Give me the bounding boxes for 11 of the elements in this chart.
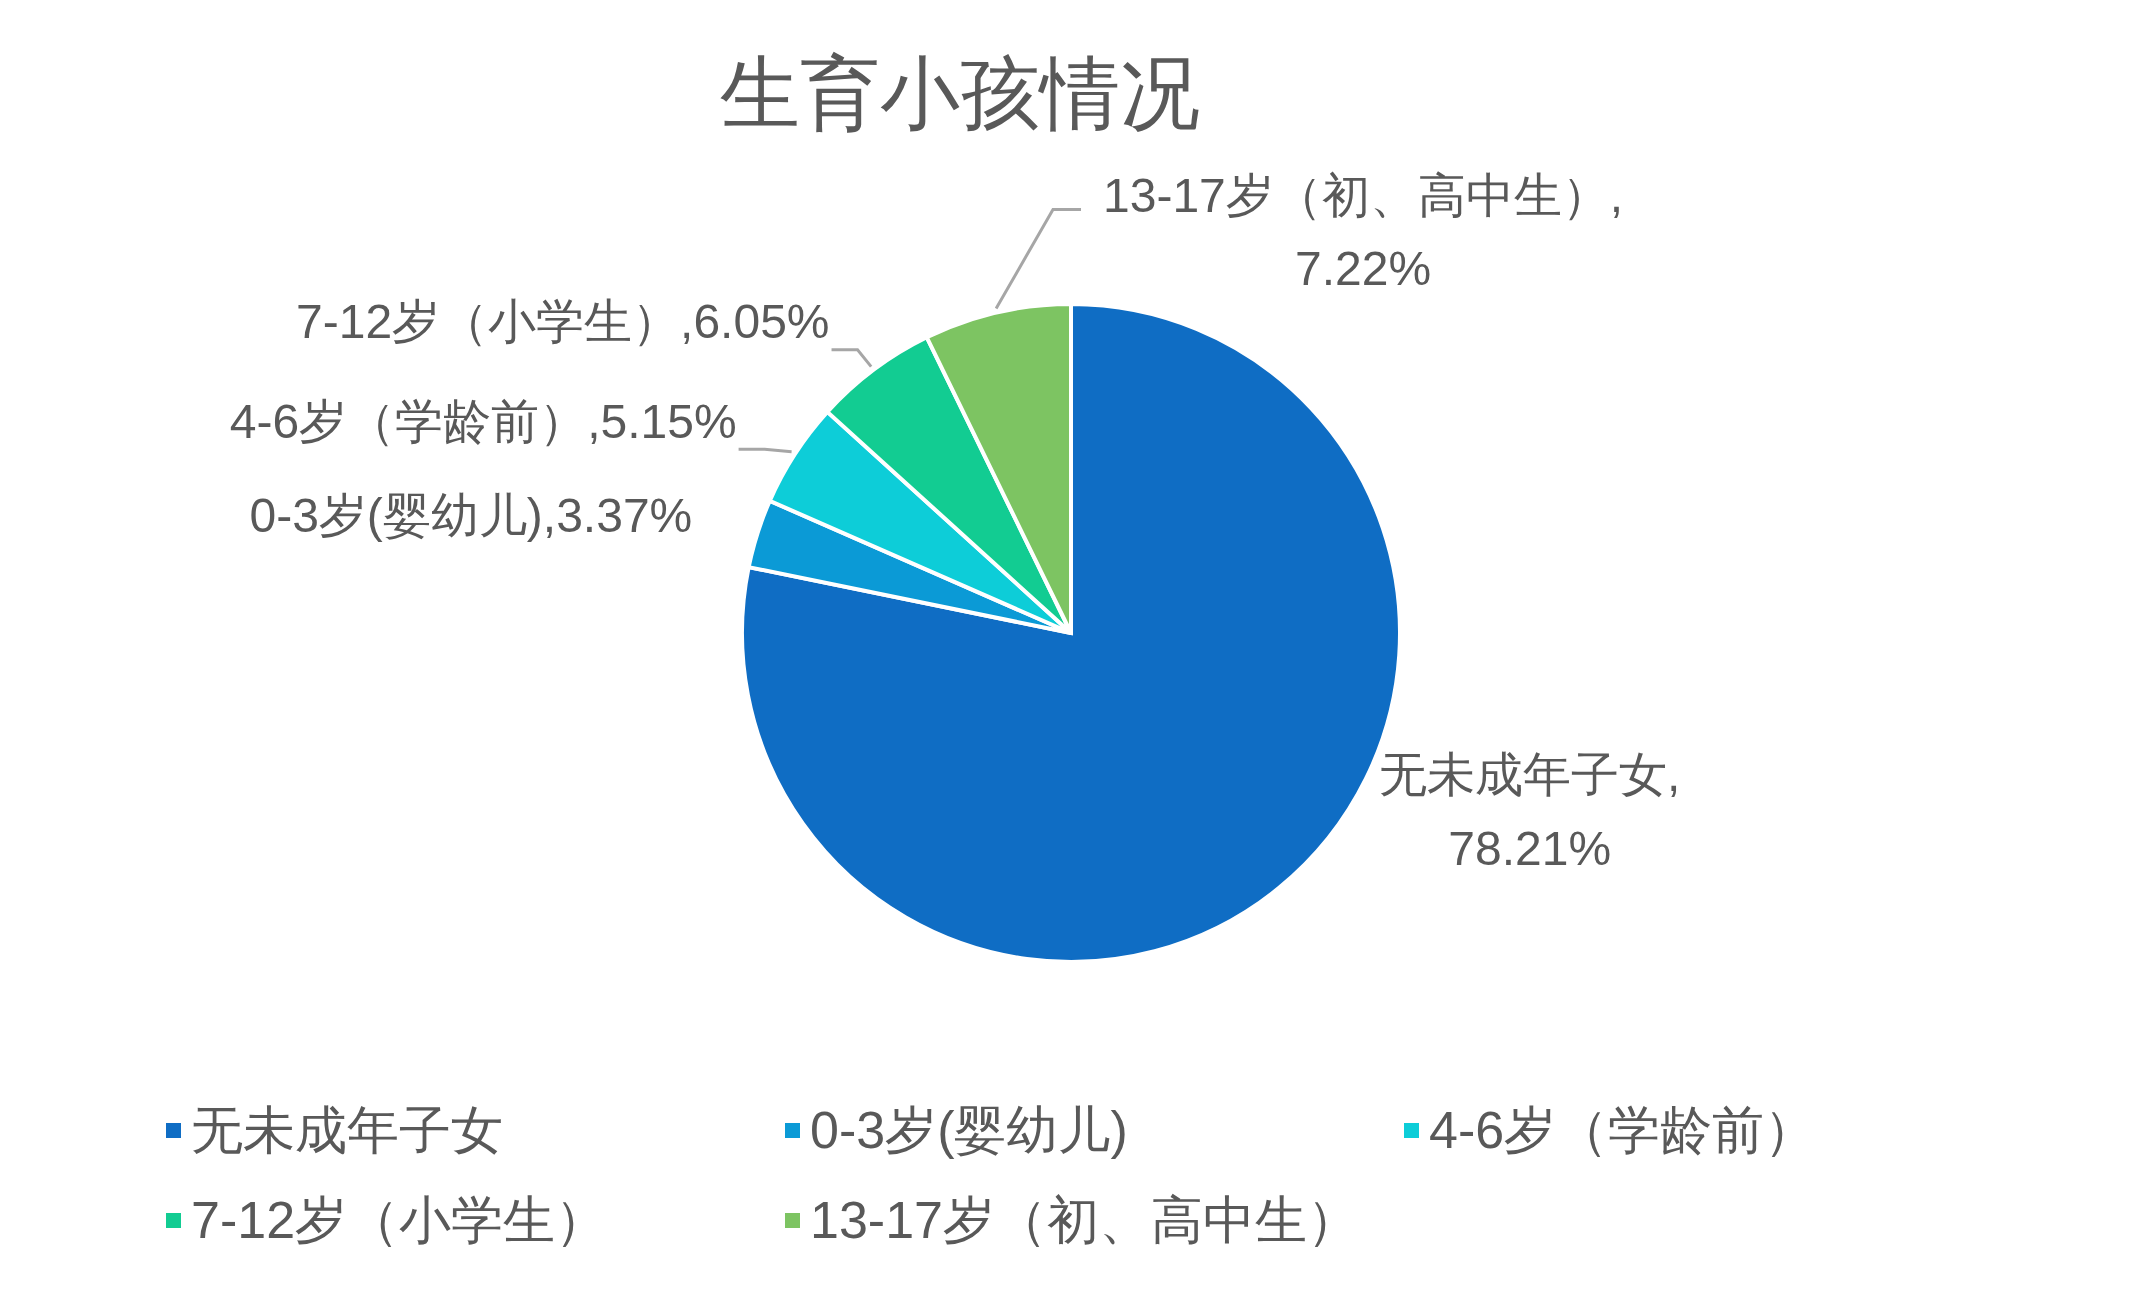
data-label: 7-12岁（小学生）,6.05% — [296, 295, 830, 349]
legend-label: 0-3岁(婴幼儿) — [810, 1100, 1128, 1160]
chart-title: 生育小孩情况 — [719, 48, 1201, 140]
data-label: 0-3岁(婴幼儿),3.37% — [249, 488, 693, 542]
legend-label: 4-6岁（学龄前） — [1429, 1100, 1817, 1160]
legend-label: 无未成年子女 — [191, 1100, 503, 1160]
legend-label: 13-17岁（初、高中生） — [810, 1190, 1359, 1250]
data-label: 无未成年子女,78.21% — [1379, 747, 1681, 875]
legend-label: 7-12岁（小学生） — [191, 1190, 608, 1250]
data-label: 4-6岁（学龄前）,5.15% — [229, 394, 737, 448]
data-label: 13-17岁（初、高中生）,7.22% — [1103, 168, 1624, 295]
